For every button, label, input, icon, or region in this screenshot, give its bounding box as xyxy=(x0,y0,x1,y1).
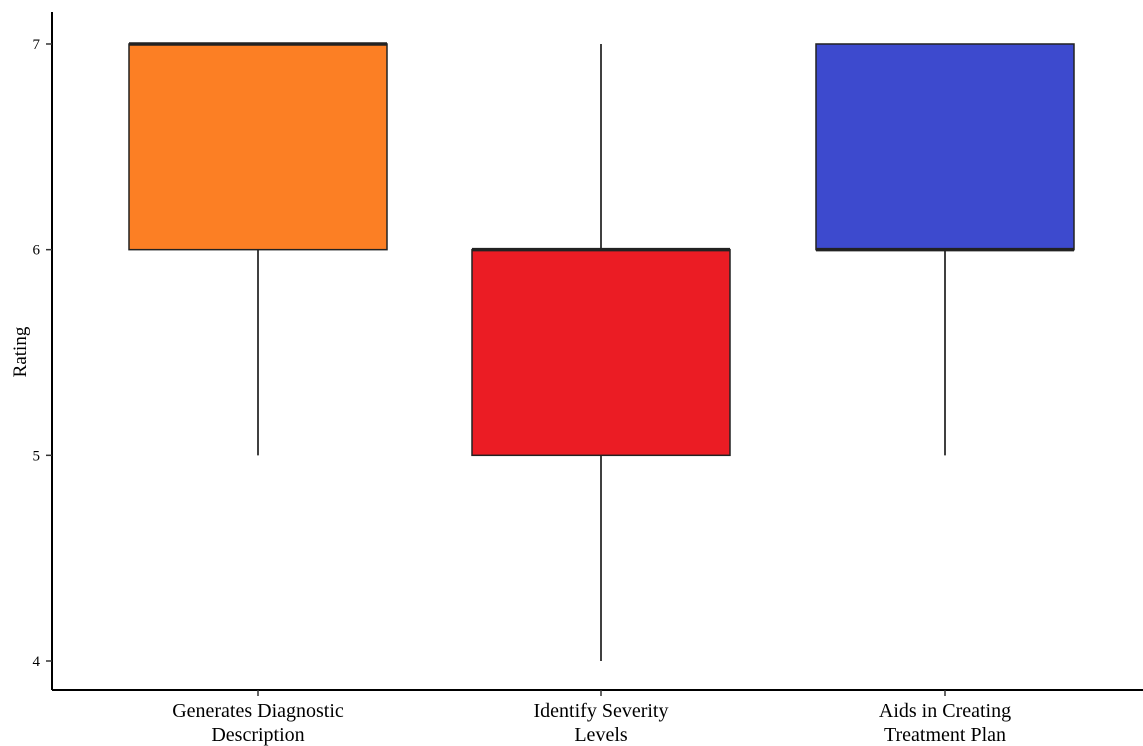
box-3 xyxy=(815,43,1075,456)
box-1 xyxy=(128,42,388,456)
x-axis: Generates Diagnostic Description Identify … xyxy=(52,689,1143,746)
box-body xyxy=(815,43,1075,251)
x-category-label: Generates Diagnostic Description xyxy=(172,700,344,746)
x-category-label-line: Identify Severity xyxy=(534,700,669,722)
y-tick-label: 4 xyxy=(33,654,41,670)
y-tick-label: 6 xyxy=(33,243,41,259)
x-category-label-line: Generates Diagnostic xyxy=(172,700,344,722)
box-2 xyxy=(471,43,731,661)
y-axis: 4 5 6 7 xyxy=(33,12,53,690)
y-tick-label: 7 xyxy=(33,37,41,53)
box-body xyxy=(471,248,731,457)
x-category-label: Identify Severity Levels xyxy=(534,700,669,746)
y-tick-label: 5 xyxy=(33,448,41,464)
x-category-label-line: Aids in Creating xyxy=(879,700,1011,722)
boxes xyxy=(128,42,1075,661)
x-category-label: Aids in Creating Treatment Plan xyxy=(879,700,1011,746)
x-category-label-line: Description xyxy=(211,724,304,746)
x-category-label-line: Levels xyxy=(574,724,628,746)
box-body xyxy=(128,43,388,251)
x-category-label-line: Treatment Plan xyxy=(884,724,1006,746)
y-axis-title: Rating xyxy=(10,326,31,377)
